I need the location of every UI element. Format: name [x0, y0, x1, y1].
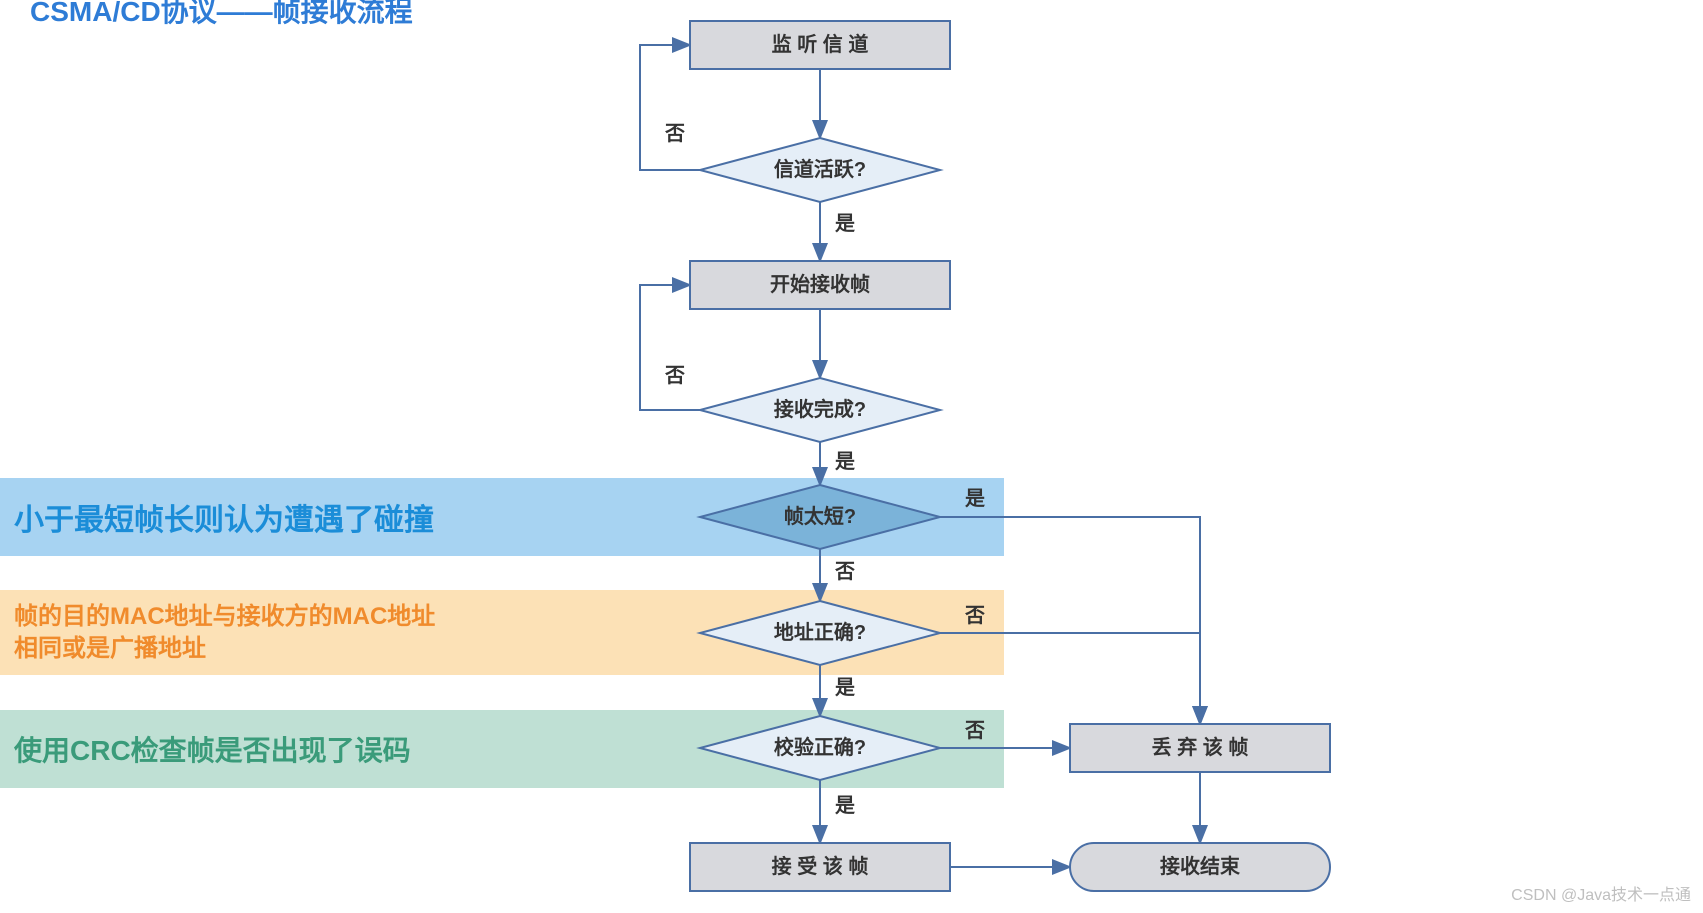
edge-label-crcok-discard: 否: [964, 720, 985, 742]
node-label-listen: 监 听 信 道: [772, 32, 869, 56]
node-label-discard: 丢 弃 该 帧: [1152, 735, 1249, 759]
flowchart-canvas: 否是否是是否否是否是监 听 信 道信道活跃?开始接收帧接收完成?帧太短?地址正确…: [0, 0, 1703, 913]
edge-label-addrok-discard: 否: [964, 605, 985, 627]
node-label-active: 信道活跃?: [774, 157, 866, 181]
edge-label-addrok-crcok: 是: [834, 676, 855, 699]
edge-label-rxdone-startrx: 否: [664, 365, 685, 387]
edge-label-rxdone-tooshort: 是: [834, 450, 855, 473]
edge-label-tooshort-addrok: 否: [834, 561, 855, 583]
node-label-end: 接收结束: [1160, 854, 1241, 878]
edge-label-active-listen: 否: [664, 123, 685, 145]
edge-addrok-discard: [940, 633, 1200, 724]
edge-label-tooshort-discard: 是: [964, 487, 985, 510]
watermark: CSDN @Java技术一点通: [1511, 881, 1691, 905]
node-label-startrx: 开始接收帧: [770, 272, 870, 296]
node-label-crcok: 校验正确?: [774, 735, 866, 759]
node-label-tooshort: 帧太短?: [784, 504, 856, 528]
edge-label-active-startrx: 是: [834, 212, 855, 235]
node-label-accept: 接 受 该 帧: [772, 854, 869, 878]
edge-label-crcok-accept: 是: [834, 794, 855, 817]
node-label-rxdone: 接收完成?: [774, 397, 866, 421]
node-label-addrok: 地址正确?: [774, 620, 866, 644]
